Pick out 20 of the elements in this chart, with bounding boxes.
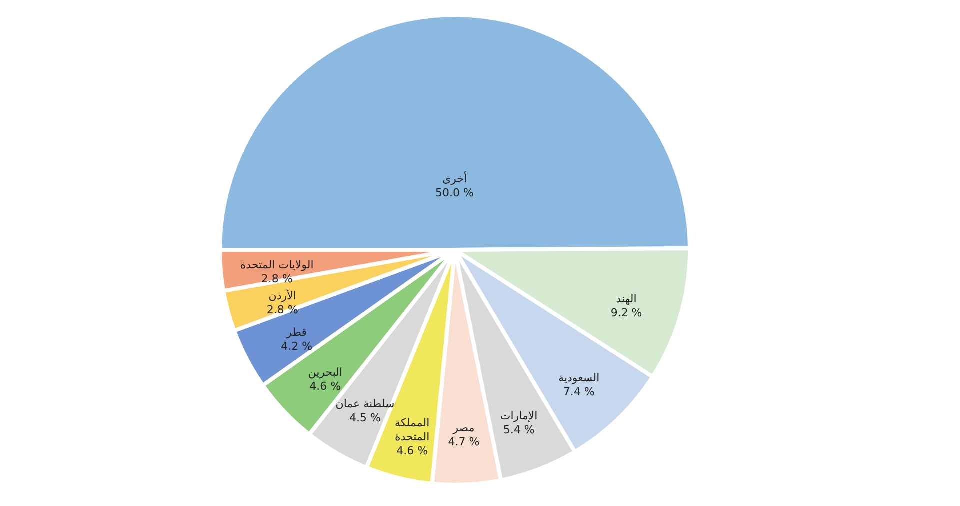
data-label: 9.2 %	[610, 306, 642, 320]
data-label: 7.4 %	[563, 385, 595, 398]
slice-label: الإمارات	[500, 410, 538, 423]
slice-label: الهند	[616, 292, 637, 306]
slice-label: البحرين	[308, 366, 343, 379]
slice-label: أخرى	[442, 172, 468, 186]
data-label: 4.6 %	[310, 380, 342, 393]
data-label: 50.0 %	[436, 186, 474, 200]
data-label: 4.2 %	[281, 340, 313, 353]
data-label: 4.5 %	[349, 411, 381, 424]
data-label: 5.4 %	[503, 424, 535, 437]
data-label: 4.7 %	[448, 435, 480, 448]
slice-label: الولايات المتحدة	[240, 258, 314, 272]
slice-label: سلطنة عمان	[336, 397, 395, 410]
slice-label: المملكة المتحدة	[394, 416, 430, 444]
slice-label: مصر	[452, 421, 475, 434]
slice-label: قطر	[286, 326, 307, 339]
slice-label: الأردن	[268, 288, 296, 302]
data-label: 4.6 %	[396, 444, 428, 458]
slice-label: السعودية	[558, 371, 600, 384]
